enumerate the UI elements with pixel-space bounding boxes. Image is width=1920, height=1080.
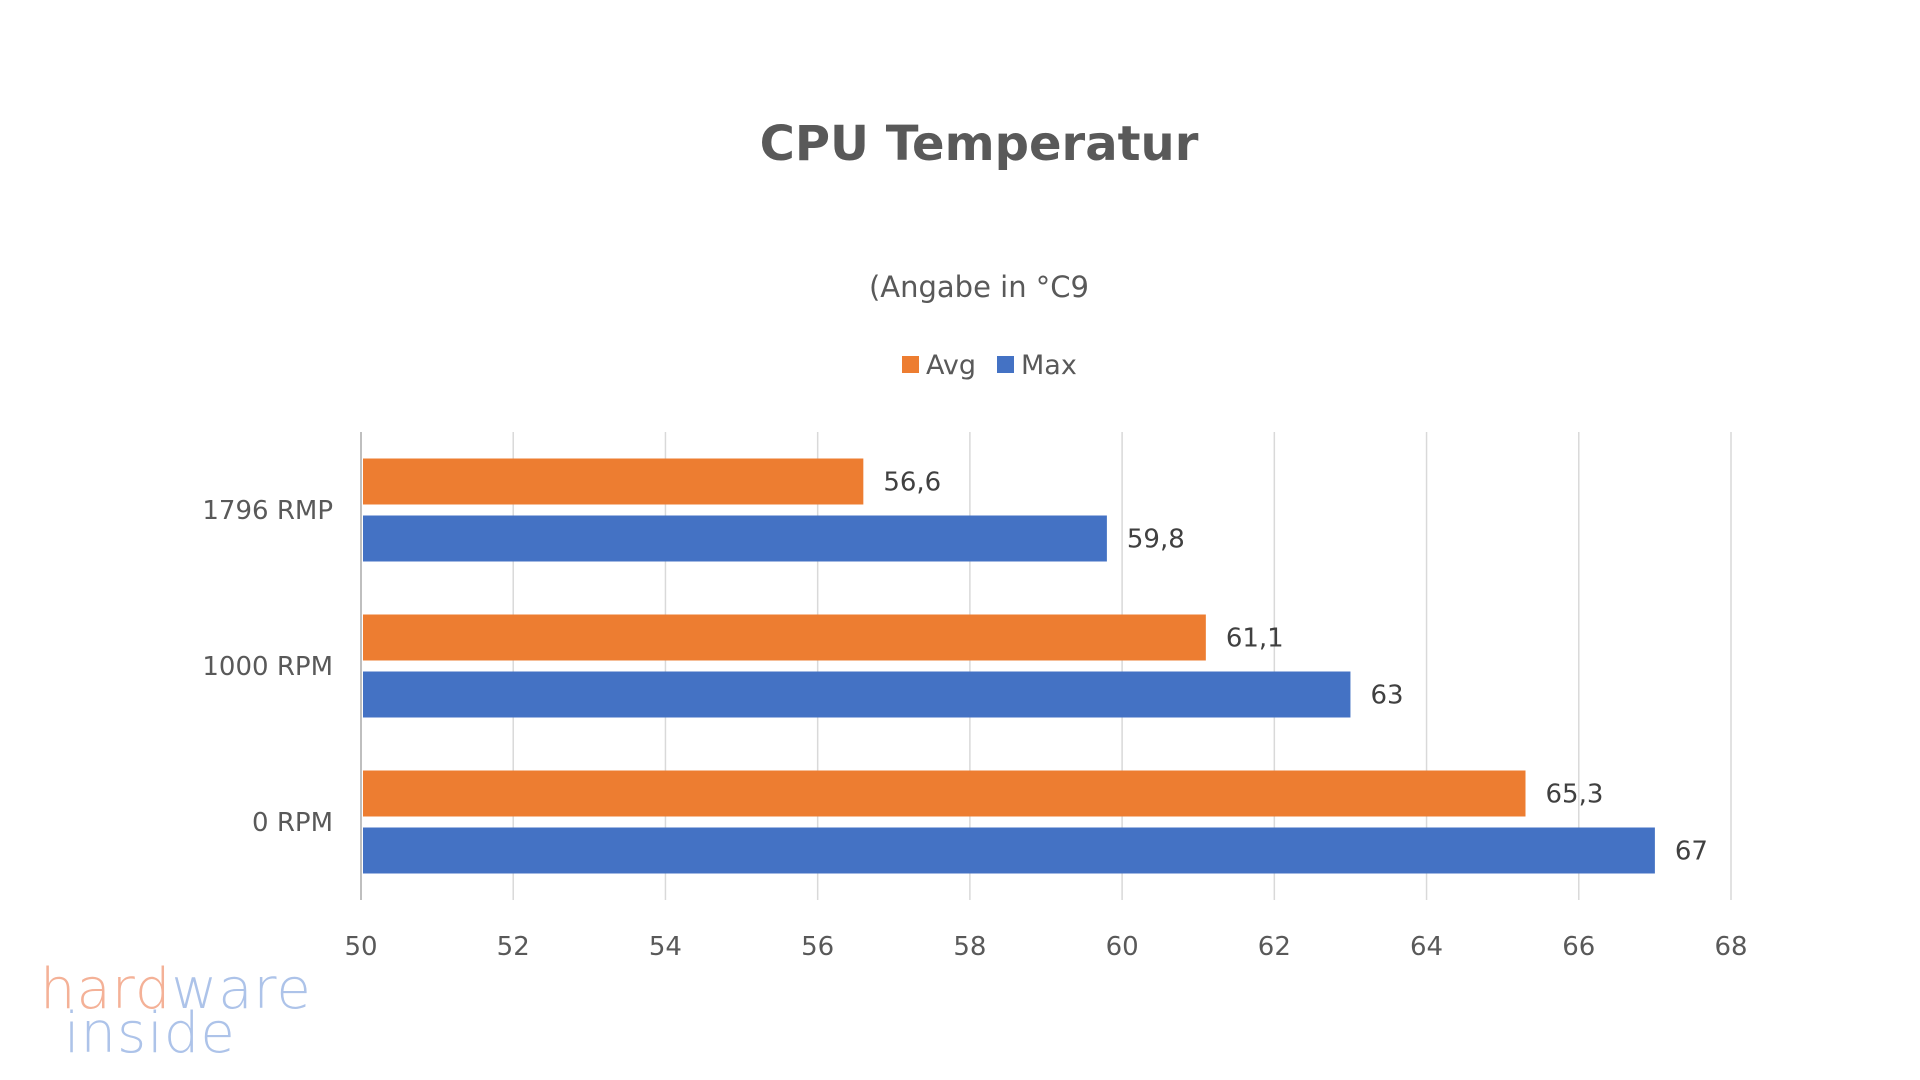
bar-max — [363, 671, 1351, 718]
x-tick-label: 52 — [497, 932, 530, 962]
data-label: 65,3 — [1546, 780, 1604, 810]
x-tick-label: 64 — [1410, 932, 1443, 962]
bars — [363, 458, 1655, 874]
chart-subtitle: (Angabe in °C9 — [869, 270, 1089, 304]
data-label: 56,6 — [883, 468, 941, 498]
gridlines — [360, 432, 1732, 900]
watermark-text-hard: hard — [40, 957, 172, 1022]
x-tick-label: 54 — [649, 932, 682, 962]
x-axis-ticks: 50 52 54 56 58 60 62 64 66 68 — [344, 932, 1747, 962]
chart-title: CPU Temperatur — [760, 116, 1199, 172]
data-label: 61,1 — [1226, 624, 1284, 654]
legend-swatch-avg — [902, 356, 919, 373]
x-tick-label: 58 — [953, 932, 986, 962]
legend-swatch-max — [997, 356, 1014, 373]
x-tick-label: 56 — [801, 932, 834, 962]
bar-max — [363, 515, 1107, 562]
watermark-text-ware: ware — [171, 957, 312, 1022]
x-tick-label: 68 — [1714, 932, 1747, 962]
category-label: 0 RPM — [252, 808, 333, 838]
x-tick-label: 62 — [1258, 932, 1291, 962]
x-tick-label: 60 — [1106, 932, 1139, 962]
x-tick-label: 66 — [1562, 932, 1595, 962]
x-tick-label: 50 — [344, 932, 377, 962]
bar-avg — [363, 770, 1526, 817]
legend-label-max: Max — [1021, 350, 1077, 381]
watermark-text-inside: inside — [64, 1000, 236, 1066]
legend: Avg Max — [902, 350, 1077, 381]
bar-avg — [363, 614, 1206, 661]
category-label: 1796 RMP — [202, 496, 333, 526]
bar-max — [363, 827, 1655, 874]
category-label: 1000 RPM — [202, 652, 333, 682]
data-label: 59,8 — [1127, 525, 1185, 555]
category-labels: 1796 RMP 1000 RPM 0 RPM — [202, 496, 333, 838]
data-label: 63 — [1370, 681, 1403, 711]
data-label: 67 — [1675, 837, 1708, 867]
legend-label-avg: Avg — [926, 350, 976, 381]
bar-avg — [363, 458, 864, 505]
watermark-logo: hardware inside — [40, 962, 312, 1066]
data-labels: 56,6 59,8 61,1 63 65,3 67 — [883, 468, 1708, 867]
